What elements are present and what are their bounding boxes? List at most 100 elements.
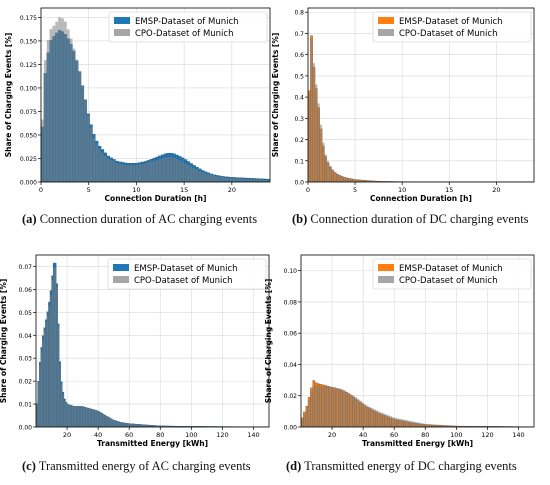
- bars-1: [308, 36, 534, 182]
- bar: [135, 165, 138, 182]
- bar: [101, 413, 103, 427]
- y-tick-label: 0.025: [20, 156, 37, 163]
- bar: [70, 38, 73, 182]
- bar: [406, 420, 408, 427]
- bar: [164, 157, 167, 182]
- bar: [139, 424, 141, 427]
- y-axis-label: Share of Charging Events [%]: [4, 33, 13, 158]
- bar: [107, 159, 110, 182]
- bar: [53, 268, 55, 427]
- bar: [324, 154, 326, 182]
- legend-swatch: [113, 276, 129, 283]
- y-tick-label: 0.06: [284, 331, 298, 338]
- bar: [418, 423, 420, 427]
- bar: [41, 119, 44, 182]
- bar: [125, 423, 127, 427]
- bar: [184, 163, 187, 182]
- bar: [415, 422, 417, 427]
- bar: [95, 145, 98, 182]
- bar: [376, 410, 378, 427]
- x-tick-label: 120: [216, 431, 228, 439]
- bar: [117, 421, 119, 427]
- legend-swatch: [114, 17, 130, 24]
- x-tick-label: 40: [359, 431, 367, 439]
- bar: [392, 417, 394, 427]
- bar: [339, 175, 341, 182]
- bar: [86, 408, 88, 427]
- chart-0: 0.0000.0250.0500.0750.1000.1250.1500.175…: [4, 8, 270, 203]
- bar: [70, 405, 72, 427]
- bar: [187, 165, 190, 182]
- bar: [315, 386, 317, 427]
- bar: [329, 387, 331, 427]
- legend-label: CPO-Dataset of Munich: [135, 29, 233, 39]
- bar: [413, 422, 415, 427]
- y-tick-label: 0.6: [294, 52, 304, 59]
- x-tick-label: 0: [306, 186, 310, 194]
- bar: [366, 406, 368, 427]
- bar: [327, 161, 329, 182]
- bar: [100, 412, 102, 427]
- bar: [55, 268, 57, 427]
- bar: [310, 39, 312, 182]
- bar: [170, 157, 173, 182]
- y-tick-label: 0.150: [20, 38, 37, 45]
- bar: [317, 103, 319, 182]
- bar: [213, 176, 216, 182]
- x-tick-label: 80: [421, 431, 429, 439]
- y-tick-label: 0.5: [294, 73, 304, 80]
- bar: [239, 179, 242, 182]
- bar: [350, 179, 352, 182]
- bar: [343, 391, 345, 427]
- y-tick-label: 0.1: [294, 158, 304, 165]
- x-tick-label: 60: [390, 431, 398, 439]
- bar: [233, 178, 236, 182]
- x-tick-label: 15: [180, 186, 188, 194]
- y-tick-label: 0.02: [19, 379, 33, 386]
- bar: [61, 18, 64, 182]
- bar: [343, 177, 345, 182]
- legend-label: EMSP-Dataset of Munich: [399, 17, 503, 27]
- bar: [336, 174, 338, 182]
- bar: [332, 169, 334, 182]
- x-tick-label: 100: [450, 431, 462, 439]
- x-tick-label: 20: [63, 431, 71, 439]
- bar: [126, 423, 128, 427]
- bar: [128, 423, 130, 427]
- bar: [221, 177, 224, 182]
- bar: [161, 158, 164, 182]
- bar: [42, 340, 44, 427]
- bar: [313, 63, 315, 182]
- bar: [50, 29, 53, 182]
- bar: [371, 408, 373, 427]
- x-tick-label: 100: [185, 431, 197, 439]
- x-axis-label: Transmitted Energy [kWh]: [97, 439, 208, 448]
- bar: [52, 26, 55, 182]
- bar: [131, 424, 133, 427]
- bar: [112, 420, 114, 427]
- bar: [41, 351, 43, 427]
- bar: [98, 411, 100, 427]
- bar: [198, 171, 201, 182]
- bar: [422, 423, 424, 427]
- bar: [334, 388, 336, 427]
- bar: [101, 153, 104, 182]
- bar: [227, 178, 230, 182]
- bar: [167, 157, 170, 182]
- bar: [81, 406, 83, 427]
- bar: [38, 382, 40, 427]
- bar: [338, 389, 340, 427]
- x-axis-label: Transmitted Energy [kWh]: [362, 439, 473, 448]
- bar: [121, 423, 123, 427]
- y-tick-label: 0.03: [19, 356, 33, 363]
- y-tick-label: 0.8: [294, 10, 304, 17]
- y-tick-label: 0.100: [20, 85, 37, 92]
- bar: [397, 418, 399, 427]
- bar: [104, 415, 106, 427]
- caption-b: (b) Connection duration of DC charging e…: [292, 212, 529, 227]
- bar: [75, 406, 77, 427]
- bar: [84, 407, 86, 427]
